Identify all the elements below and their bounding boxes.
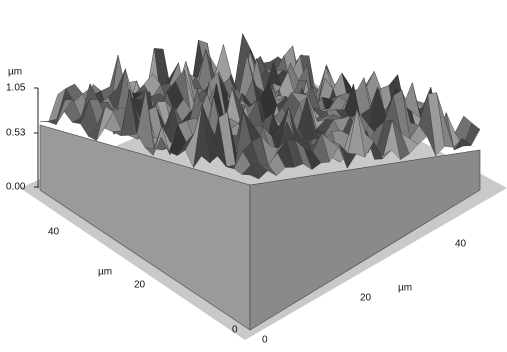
left-tick-label: 20	[134, 280, 146, 291]
right-tick-label: 40	[455, 239, 467, 250]
left-tick-label: 40	[48, 227, 60, 238]
surface-plot: µm 1.05 0.53 0.00 40 20 0 µm 0 20 µm 40	[0, 0, 507, 352]
z-tick-label: 0.53	[6, 128, 26, 139]
right-tick-label: 20	[360, 293, 372, 304]
left-tick-label: 0	[232, 325, 238, 336]
z-unit: µm	[8, 67, 22, 78]
z-tick-label: 1.05	[6, 83, 26, 94]
right-unit: µm	[398, 283, 412, 294]
left-unit: µm	[98, 267, 112, 278]
z-tick-label: 0.00	[6, 182, 26, 193]
right-tick-label: 0	[262, 335, 268, 346]
